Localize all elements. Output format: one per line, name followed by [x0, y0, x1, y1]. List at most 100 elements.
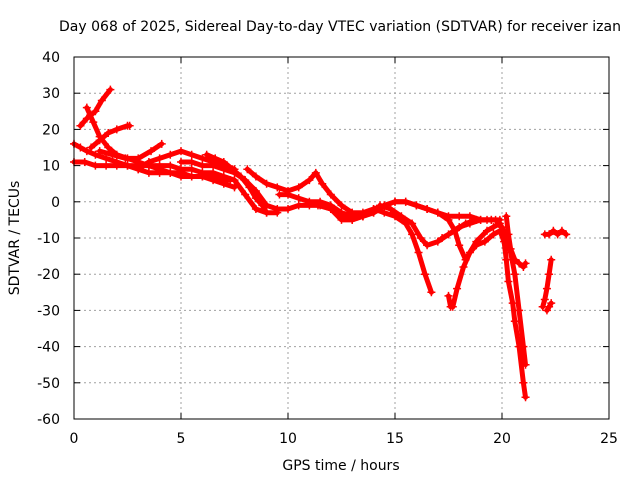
data-point	[483, 226, 492, 235]
data-point	[112, 161, 121, 170]
y-tick-label: -10	[37, 231, 60, 247]
x-tick-label: 0	[70, 431, 79, 447]
data-point	[209, 172, 218, 181]
data-point	[91, 161, 100, 170]
data-point	[397, 212, 406, 221]
x-tick-label: 25	[600, 431, 618, 447]
data-point	[95, 147, 104, 156]
data-point	[177, 168, 185, 177]
data-point	[87, 143, 96, 152]
data-point	[401, 197, 410, 206]
data-point	[305, 176, 314, 185]
data-point	[358, 212, 367, 221]
data-point	[521, 393, 530, 402]
data-point	[459, 262, 468, 271]
data-point	[121, 154, 130, 163]
data-point	[202, 150, 211, 159]
data-point	[461, 219, 470, 228]
data-point	[177, 157, 185, 166]
data-point	[408, 219, 417, 228]
data-point	[134, 165, 143, 174]
data-point	[102, 154, 111, 163]
data-point	[562, 230, 571, 239]
data-point	[273, 205, 282, 214]
y-tick-label: -30	[37, 303, 60, 319]
y-tick-label: -20	[37, 267, 60, 283]
data-point	[147, 147, 156, 156]
data-point	[187, 172, 196, 181]
x-tick-label: 15	[386, 431, 404, 447]
data-point	[465, 212, 474, 221]
data-point	[427, 288, 436, 297]
data-point	[489, 230, 498, 239]
data-point	[166, 150, 175, 159]
data-point	[108, 150, 117, 159]
data-point	[433, 237, 442, 246]
data-point	[284, 205, 292, 214]
data-point	[144, 157, 153, 166]
data-point	[313, 201, 322, 210]
data-point	[414, 248, 423, 257]
data-point	[243, 165, 252, 174]
data-point	[545, 230, 554, 239]
data-point	[519, 342, 528, 351]
data-point	[420, 270, 429, 279]
data-point	[444, 291, 453, 300]
series-arc-7	[135, 148, 237, 172]
data-point	[502, 255, 511, 264]
data-point	[348, 215, 357, 224]
data-point	[508, 299, 517, 308]
data-point	[412, 201, 421, 210]
data-point	[557, 226, 566, 235]
data-point	[453, 284, 462, 293]
data-point	[97, 96, 106, 105]
data-point	[506, 244, 515, 253]
data-point	[134, 154, 143, 163]
data-point	[549, 226, 558, 235]
data-point	[228, 165, 237, 174]
series-arc-4	[84, 105, 233, 183]
data-point	[104, 143, 113, 152]
data-point	[166, 168, 175, 177]
data-point	[438, 234, 447, 242]
data-point	[547, 299, 556, 308]
data-point	[251, 205, 260, 214]
data-point	[226, 176, 235, 185]
data-point	[89, 118, 98, 127]
data-point	[465, 248, 474, 257]
data-point	[95, 136, 104, 145]
data-point	[275, 190, 284, 199]
data-point	[177, 147, 185, 156]
data-point	[112, 125, 121, 134]
data-point	[542, 284, 551, 293]
data-point	[502, 212, 511, 221]
y-tick-label: -50	[37, 376, 60, 392]
data-point	[106, 85, 115, 94]
y-tick-label: -40	[37, 340, 60, 356]
data-point	[455, 212, 464, 221]
data-point	[82, 103, 91, 112]
data-point	[540, 295, 549, 304]
data-point	[273, 183, 282, 192]
data-point	[144, 168, 153, 177]
data-point	[318, 179, 327, 188]
y-tick-label: 10	[42, 159, 60, 175]
data-point	[408, 230, 417, 239]
y-axis-label: SDTVAR / TECUs	[7, 181, 23, 296]
data-point	[198, 154, 207, 163]
data-point	[251, 194, 260, 203]
data-point	[236, 172, 245, 181]
data-point	[510, 270, 519, 279]
axis-ticks: 0 5 10 15 20 25 40 30 20 10 0 -10 -20 -30 -40 -50 -60	[37, 50, 618, 447]
data-point	[455, 241, 464, 250]
data-point	[80, 157, 89, 166]
data-point	[166, 161, 175, 170]
data-point	[245, 183, 254, 192]
y-tick-label: 0	[51, 195, 60, 211]
data-point	[219, 157, 228, 166]
data-point	[91, 107, 100, 116]
data-point	[423, 241, 432, 250]
x-tick-label: 20	[493, 431, 511, 447]
data-point	[337, 208, 346, 217]
data-point	[498, 223, 506, 232]
